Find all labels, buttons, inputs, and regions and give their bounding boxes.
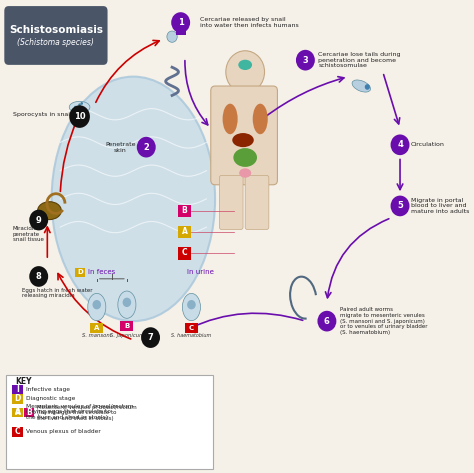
Text: S. haematobium: S. haematobium: [171, 333, 211, 338]
Ellipse shape: [238, 60, 252, 70]
Ellipse shape: [69, 101, 90, 113]
FancyBboxPatch shape: [91, 323, 103, 333]
Text: Diagnostic stage: Diagnostic stage: [26, 396, 75, 401]
Ellipse shape: [37, 201, 61, 219]
Text: 8: 8: [36, 272, 42, 281]
FancyBboxPatch shape: [178, 226, 191, 238]
Text: B: B: [26, 408, 32, 417]
Text: Paired adult worms
migrate to mesenteric venules
(S. mansoni and S. japonicum)
o: Paired adult worms migrate to mesenteric…: [340, 307, 427, 335]
Text: B: B: [124, 323, 129, 329]
Text: 6: 6: [324, 316, 330, 325]
Text: 9: 9: [36, 216, 42, 225]
Text: 5: 5: [397, 201, 403, 210]
Text: D: D: [14, 394, 21, 403]
FancyBboxPatch shape: [219, 175, 243, 229]
FancyBboxPatch shape: [176, 26, 186, 35]
FancyBboxPatch shape: [75, 268, 85, 277]
Circle shape: [187, 300, 196, 309]
Text: Cercariae lose tails during
penetration and become
schistosomulae: Cercariae lose tails during penetration …: [319, 52, 401, 69]
Circle shape: [82, 107, 85, 110]
Text: B: B: [182, 206, 187, 215]
Text: KEY: KEY: [15, 377, 32, 386]
FancyBboxPatch shape: [211, 86, 277, 185]
Circle shape: [92, 300, 101, 309]
Text: A: A: [15, 407, 20, 416]
Ellipse shape: [352, 80, 371, 92]
Ellipse shape: [88, 293, 106, 321]
Circle shape: [296, 50, 315, 70]
Circle shape: [137, 137, 156, 158]
Text: Infective stage: Infective stage: [26, 387, 70, 392]
Ellipse shape: [232, 133, 254, 147]
Text: Cercariae released by snail
into water then infects humans: Cercariae released by snail into water t…: [200, 17, 299, 28]
FancyBboxPatch shape: [178, 247, 191, 260]
Text: A: A: [15, 408, 20, 417]
Text: C: C: [182, 248, 187, 257]
Circle shape: [123, 298, 131, 307]
Text: S. mansoni: S. mansoni: [82, 333, 111, 338]
Text: S. japonicum: S. japonicum: [110, 333, 144, 338]
Circle shape: [81, 102, 83, 105]
Circle shape: [29, 266, 48, 287]
Text: I: I: [180, 27, 182, 33]
Text: Eggs hatch in fresh water
releasing miracidia: Eggs hatch in fresh water releasing mira…: [21, 288, 92, 298]
Text: Mesenteric venules of bowel/rectum
(laying eggs that circulate to
the liver and : Mesenteric venules of bowel/rectum (layi…: [26, 403, 134, 420]
Text: Miracidia
penetrate
snail tissue: Miracidia penetrate snail tissue: [13, 226, 44, 243]
FancyBboxPatch shape: [12, 385, 23, 394]
FancyBboxPatch shape: [120, 321, 133, 331]
Ellipse shape: [52, 77, 215, 321]
Text: Migrate in portal
blood to liver and
mature into adults: Migrate in portal blood to liver and mat…: [411, 198, 469, 214]
Ellipse shape: [233, 148, 257, 167]
FancyBboxPatch shape: [7, 375, 213, 469]
FancyBboxPatch shape: [12, 408, 23, 417]
FancyBboxPatch shape: [245, 175, 269, 229]
Text: 4: 4: [397, 140, 403, 149]
Text: 2: 2: [143, 143, 149, 152]
Circle shape: [78, 104, 81, 106]
Circle shape: [167, 31, 177, 42]
Circle shape: [29, 210, 48, 230]
Text: 7: 7: [148, 333, 154, 342]
Circle shape: [226, 51, 264, 93]
Circle shape: [171, 12, 190, 33]
Ellipse shape: [253, 104, 268, 134]
Ellipse shape: [118, 291, 136, 318]
FancyBboxPatch shape: [24, 408, 34, 417]
Text: Penetrate
skin: Penetrate skin: [105, 142, 136, 153]
FancyBboxPatch shape: [12, 428, 23, 437]
Text: Venous plexus of bladder: Venous plexus of bladder: [26, 429, 100, 434]
FancyBboxPatch shape: [185, 323, 198, 333]
Text: 10: 10: [74, 112, 85, 121]
Text: In urine: In urine: [187, 269, 214, 275]
Text: 3: 3: [302, 56, 308, 65]
Text: C: C: [189, 325, 194, 331]
Text: (Schistoma species): (Schistoma species): [18, 38, 94, 47]
Circle shape: [391, 196, 410, 216]
Text: 1: 1: [178, 18, 183, 27]
Text: Circulation: Circulation: [411, 142, 445, 147]
Text: Mesenteric venules of bowel/rectum
(laying eggs that circulate to
the liver and : Mesenteric venules of bowel/rectum (layi…: [36, 404, 137, 420]
Text: Schistosomiasis: Schistosomiasis: [9, 25, 103, 35]
Circle shape: [69, 105, 90, 128]
Circle shape: [141, 327, 160, 348]
Ellipse shape: [182, 293, 201, 321]
Ellipse shape: [239, 168, 251, 178]
FancyBboxPatch shape: [12, 408, 23, 417]
Circle shape: [318, 311, 337, 332]
Text: In feces: In feces: [88, 269, 116, 275]
FancyBboxPatch shape: [12, 394, 23, 404]
Text: A: A: [94, 325, 100, 331]
Text: Sporocysts in snail: Sporocysts in snail: [13, 112, 72, 117]
Text: A: A: [182, 228, 188, 236]
Text: C: C: [15, 427, 20, 436]
Text: I: I: [16, 385, 19, 394]
FancyBboxPatch shape: [178, 204, 191, 217]
Circle shape: [365, 84, 370, 90]
FancyBboxPatch shape: [4, 6, 108, 65]
Circle shape: [74, 106, 77, 109]
Ellipse shape: [223, 104, 237, 134]
Circle shape: [391, 134, 410, 155]
Text: D: D: [77, 269, 83, 275]
